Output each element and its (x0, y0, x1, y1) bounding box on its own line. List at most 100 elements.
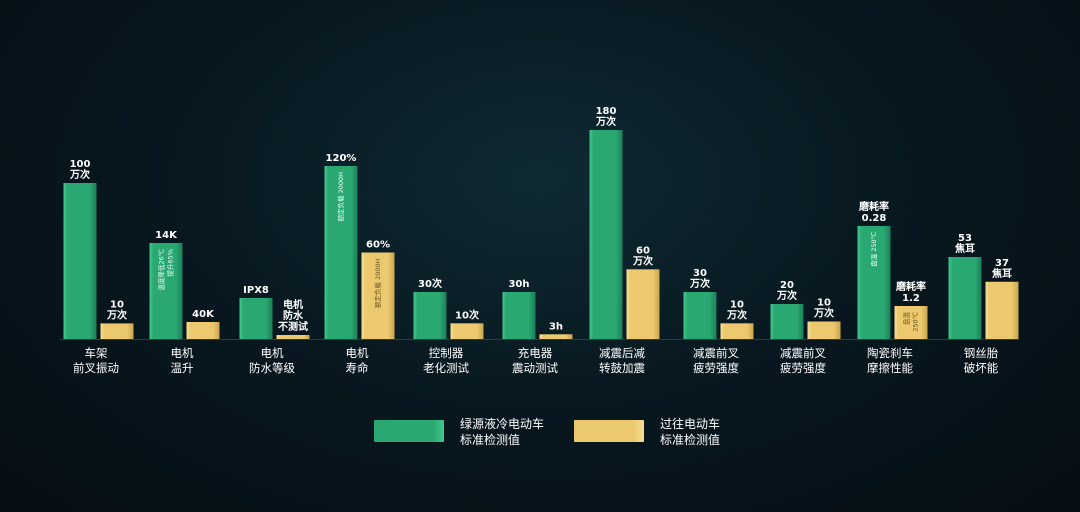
category-label-10-0: 钢丝胎 (964, 346, 999, 360)
bar-value-label-ours-7-1: 万次 (689, 277, 710, 290)
category-label-3-0: 电机 (346, 346, 369, 360)
bar-inner-label-ours-1-1: 提升65% (166, 249, 175, 276)
category-label-1-1: 温升 (171, 361, 194, 375)
legend-ours-line2: 标准检测值 (460, 433, 521, 447)
category-label-6-0: 减震后减 (599, 346, 645, 360)
bar-ours-2 (239, 298, 273, 339)
bar-value-label-ours-4-0: 30次 (418, 277, 442, 290)
category-label-6-1: 转鼓加震 (599, 361, 645, 375)
bar-value-label-prev-9-0: 磨耗率 (895, 280, 926, 293)
legend-prev-line2: 标准检测值 (660, 433, 721, 447)
bar-value-label-ours-9-1: 0.28 (862, 213, 887, 224)
bar-value-label-prev-10-0: 37 (995, 258, 1009, 269)
bar-value-label-ours-6-1: 万次 (595, 115, 616, 128)
bar-prev-8 (807, 321, 841, 339)
bar-value-label-ours-10-1: 焦耳 (954, 242, 975, 255)
bar-inner-label-prev-9-1: 250℃ (912, 312, 920, 332)
bar-prev-3 (361, 252, 395, 339)
bar-value-label-ours-8-1: 万次 (776, 289, 797, 302)
bar-ours-5 (502, 292, 536, 339)
bar-value-label-prev-2-0: 电机 (283, 298, 303, 311)
bar-value-label-prev-5-0: 3h (549, 321, 563, 332)
bar-value-label-ours-6-0: 180 (596, 106, 617, 117)
bar-value-label-ours-0-1: 万次 (69, 168, 90, 181)
bar-inner-label-ours-1-0: 温度降低26℃ (157, 249, 166, 291)
chart-legend: 绿源液冷电动车 标准检测值 过往电动车 标准检测值 (0, 416, 1080, 456)
category-label-0-1: 前叉振动 (73, 361, 119, 375)
bar-value-label-ours-8-0: 20 (780, 280, 794, 291)
bar-value-label-prev-10-1: 焦耳 (991, 267, 1012, 280)
category-label-2-0: 电机 (261, 346, 284, 360)
bar-ours-10 (948, 257, 982, 339)
bar-value-label-prev-7-0: 10 (730, 299, 744, 310)
legend-item-prev: 过往电动车 标准检测值 (574, 416, 744, 448)
bar-value-label-prev-9-1: 1.2 (902, 293, 920, 304)
legend-label-ours: 绿源液冷电动车 标准检测值 (460, 416, 544, 448)
bar-value-label-ours-1-0: 14K (155, 230, 178, 241)
category-label-0-0: 车架 (85, 346, 108, 360)
category-label-7-0: 减震前叉 (693, 346, 739, 360)
category-label-10-1: 破坏能 (964, 361, 999, 375)
category-label-5-0: 充电器 (518, 346, 553, 360)
bar-prev-7 (720, 323, 754, 339)
bar-value-label-prev-3-0: 60% (366, 240, 390, 251)
bar-inner-label-ours-9-0: 盘温 250℃ (869, 232, 878, 267)
category-label-2-1: 防水等级 (249, 361, 295, 375)
category-label-9-0: 陶瓷刹车 (867, 346, 913, 360)
bar-ours-3 (324, 166, 358, 339)
legend-ours-line1: 绿源液冷电动车 (460, 417, 545, 431)
bar-value-label-ours-2-0: IPX8 (243, 285, 269, 296)
bar-value-label-ours-10-0: 53 (958, 233, 972, 244)
category-label-8-1: 疲劳强度 (780, 361, 826, 375)
category-label-4-1: 老化测试 (423, 361, 469, 375)
bar-ours-8 (770, 304, 804, 339)
bar-value-label-prev-6-0: 60 (636, 245, 650, 256)
category-label-9-1: 摩擦性能 (867, 361, 913, 375)
bar-value-label-prev-0-1: 万次 (106, 308, 127, 321)
bar-value-label-ours-0-0: 100 (70, 159, 91, 170)
category-label-8-0: 减震前叉 (780, 346, 826, 360)
legend-swatch-prev (574, 420, 644, 442)
bar-ours-1 (149, 243, 183, 339)
bar-value-label-ours-5-0: 30h (508, 279, 529, 290)
bar-inner-label-prev-3-0: 额定负载 2000H (373, 258, 382, 308)
bar-ours-6 (589, 130, 623, 339)
bar-value-label-prev-7-1: 万次 (726, 308, 747, 321)
bar-value-label-prev-6-1: 万次 (632, 254, 653, 267)
bar-prev-5 (539, 334, 573, 339)
bar-value-label-ours-3-0: 120% (326, 153, 357, 164)
category-label-1-0: 电机 (171, 346, 194, 360)
bar-ours-7 (683, 292, 717, 339)
legend-label-prev: 过往电动车 标准检测值 (660, 416, 720, 448)
bar-inner-label-ours-3-0: 额定负载 2000H (336, 172, 345, 222)
legend-swatch-ours (374, 420, 444, 442)
bar-value-label-prev-0-0: 10 (110, 299, 124, 310)
legend-item-ours: 绿源液冷电动车 标准检测值 (374, 416, 544, 448)
bar-prev-4 (450, 323, 484, 339)
bar-prev-6 (626, 269, 660, 339)
bar-ours-4 (413, 292, 447, 339)
category-label-5-1: 震动测试 (512, 361, 558, 375)
bar-ours-9 (857, 226, 891, 339)
bar-ours-0 (63, 183, 97, 339)
bar-prev-0 (100, 323, 134, 339)
bar-value-label-ours-7-0: 30 (693, 268, 707, 279)
bar-value-label-prev-8-1: 万次 (813, 307, 834, 320)
bar-prev-9 (894, 306, 928, 339)
bar-value-label-prev-8-0: 10 (817, 298, 831, 309)
bar-value-label-ours-9-0: 磨耗率 (858, 200, 889, 213)
category-label-7-1: 疲劳强度 (693, 361, 739, 375)
category-label-3-1: 寿命 (346, 361, 369, 375)
category-label-4-0: 控制器 (429, 346, 464, 360)
bar-prev-10 (985, 281, 1019, 339)
bar-value-label-prev-2-1: 防水 (283, 309, 304, 322)
bar-value-label-prev-2-2: 不测试 (278, 320, 308, 333)
legend-prev-line1: 过往电动车 (660, 417, 721, 431)
bar-value-label-prev-1-0: 40K (192, 309, 215, 320)
bar-inner-label-prev-9-0: 盘温 (902, 312, 911, 326)
bar-prev-2 (276, 335, 310, 339)
bar-prev-1 (186, 322, 220, 339)
bar-value-label-prev-4-0: 10次 (455, 308, 479, 321)
